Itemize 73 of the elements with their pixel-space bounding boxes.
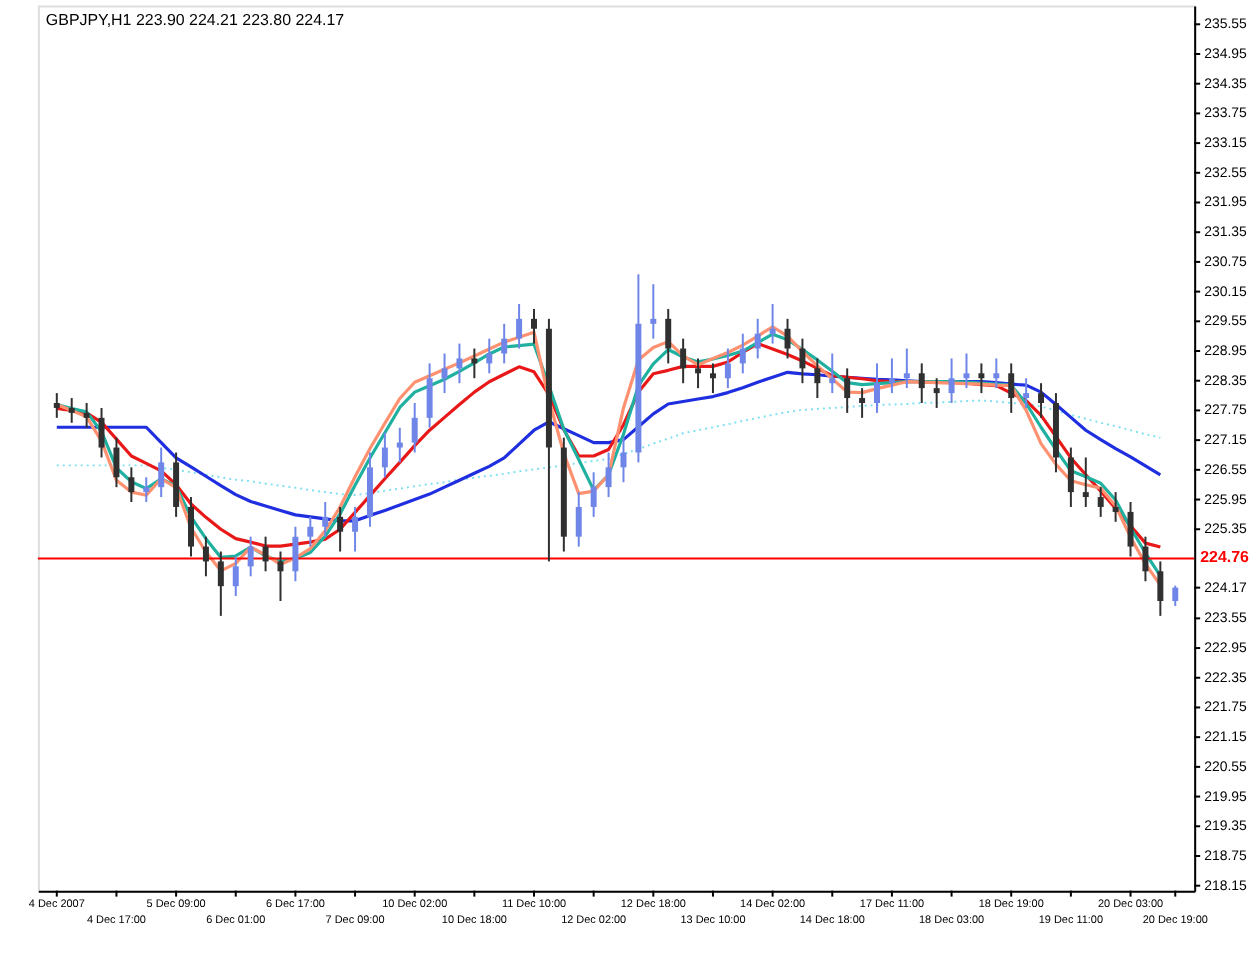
candlestick xyxy=(53,392,60,419)
candlestick xyxy=(784,317,791,360)
candlestick xyxy=(98,406,105,459)
candlestick xyxy=(1097,486,1104,518)
candlestick xyxy=(575,491,582,548)
candlestick xyxy=(888,357,895,395)
candlestick xyxy=(143,476,150,504)
candlestick xyxy=(396,426,403,464)
candlestick xyxy=(247,535,254,578)
candlestick xyxy=(874,362,880,414)
candlestick xyxy=(620,436,627,484)
candlestick xyxy=(1082,456,1089,508)
candlestick xyxy=(739,332,746,375)
candlestick xyxy=(531,307,537,345)
chart-title: GBPJPY,H1 223.90 224.21 223.80 224.17 xyxy=(45,11,346,30)
candlestick xyxy=(695,357,702,390)
candlestick xyxy=(277,550,284,603)
candlestick xyxy=(217,550,224,617)
candlestick xyxy=(158,446,165,499)
candlestick xyxy=(680,337,687,385)
candlestick xyxy=(844,367,851,414)
candlestick xyxy=(456,342,463,385)
candlestick xyxy=(188,496,194,558)
candlestick xyxy=(202,535,209,578)
candlestick xyxy=(322,501,329,538)
candlestick xyxy=(381,431,388,479)
candlestick xyxy=(1157,560,1164,617)
candlestick xyxy=(486,337,493,375)
candlestick xyxy=(724,347,731,390)
candlestick xyxy=(337,505,344,553)
candlestick xyxy=(903,347,910,390)
candlestick xyxy=(665,307,672,365)
candlestick xyxy=(411,402,418,454)
candlestick xyxy=(232,555,239,598)
candlestick xyxy=(1172,584,1179,607)
candlestick xyxy=(814,357,821,400)
candlestick xyxy=(113,436,120,489)
candlestick xyxy=(605,451,612,499)
candlestick xyxy=(1038,382,1045,419)
candlestick xyxy=(426,362,433,429)
candlestick xyxy=(948,357,955,404)
candlestick xyxy=(1127,501,1134,558)
candlestick xyxy=(173,451,180,518)
candlestick xyxy=(650,283,657,340)
candlestick xyxy=(799,337,806,385)
candlestick xyxy=(516,302,523,350)
candlestick xyxy=(933,377,940,409)
candlestick xyxy=(1023,377,1030,409)
candlestick xyxy=(128,466,135,504)
ref-line-label: 224.76 xyxy=(1200,548,1250,567)
candlestick xyxy=(859,387,866,419)
candlestick xyxy=(1008,362,1015,414)
candlestick xyxy=(307,515,314,548)
candlestick xyxy=(769,302,776,345)
candlestick xyxy=(1067,446,1074,508)
candlestick xyxy=(709,362,716,395)
candlestick xyxy=(993,357,1000,390)
candlestick xyxy=(963,352,970,390)
candlestick xyxy=(501,322,508,365)
candlestick xyxy=(918,362,925,404)
candlestick xyxy=(1142,535,1149,583)
candlestick xyxy=(292,525,299,583)
candlestick xyxy=(754,317,761,360)
candlestick xyxy=(1112,491,1119,523)
candlestick xyxy=(68,397,75,424)
candlestick xyxy=(441,352,448,395)
candlestick xyxy=(978,362,985,395)
candlestick xyxy=(352,505,359,553)
candlestick xyxy=(471,347,478,380)
candlestick xyxy=(262,535,269,573)
candlestick xyxy=(829,352,836,395)
candlestick xyxy=(83,402,90,429)
candlestick xyxy=(590,471,597,518)
